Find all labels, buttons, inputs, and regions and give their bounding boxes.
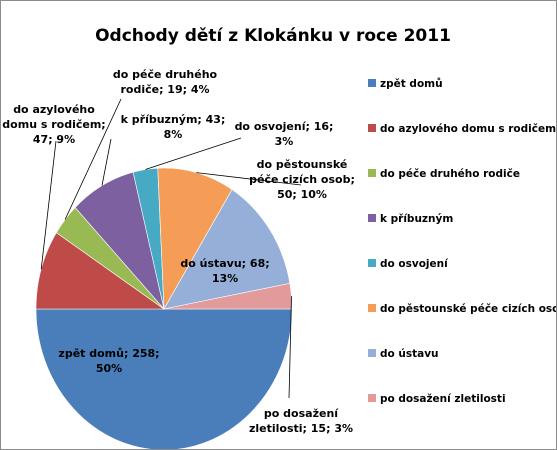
leader-line-do-pestounske-pece-cizich-osob xyxy=(196,172,302,186)
legend-swatch-zpet-domu xyxy=(368,79,376,87)
data-label-k-pribuznym: k příbuzným; 43; 8% xyxy=(121,113,226,141)
leader-line-do-osvojeni xyxy=(145,137,242,170)
legend-label-zpet-domu: zpět domů xyxy=(380,77,443,90)
data-label-do-osvojeni: do osvojení; 16; 3% xyxy=(235,120,334,148)
leader-line-do-azyloveho-domu-s-rodicem xyxy=(40,140,57,270)
legend-label-do-ustavu: do ústavu xyxy=(380,348,439,360)
legend-swatch-do-ustavu xyxy=(368,349,376,357)
data-label-zpet-domu: zpět domů; 258; 50% xyxy=(58,347,159,375)
legend: zpět domů do azylového domu s rodičem do p… xyxy=(368,77,556,405)
data-label-do-azyloveho-domu-s-rodicem: do azylového domu s rodičem; 47; 9% xyxy=(2,103,105,146)
leader-lines xyxy=(40,98,302,399)
legend-swatch-do-pece-druheho-rodice xyxy=(368,169,376,177)
chart-title: Odchody dětí z Klokánku v roce 2011 xyxy=(95,26,451,46)
pie-slice-do-pestounske-pece-cizich-osob xyxy=(157,167,233,311)
data-labels: zpět domů; 258; 50% do azylového domu s rod… xyxy=(2,68,355,435)
leader-line-po-dosazeni-zletilosti xyxy=(288,296,292,399)
legend-swatch-do-osvojeni xyxy=(368,259,376,267)
leader-line-do-pece-druheho-rodice xyxy=(64,98,122,220)
legend-label-po-dosazeni-zletilosti: po dosažení zletilosti xyxy=(380,393,506,405)
pie-slice-do-ustavu xyxy=(163,189,291,310)
data-label-do-pece-druheho-rodice: do péče druhého rodiče; 19; 4% xyxy=(113,68,218,96)
legend-swatch-po-dosazeni-zletilosti xyxy=(368,394,376,402)
legend-label-do-pece-druheho-rodice: do péče druhého rodiče xyxy=(380,168,520,180)
data-label-do-ustavu: do ústavu; 68; 13% xyxy=(180,257,269,285)
pie-slice-zpet-domu xyxy=(35,308,293,449)
data-label-do-pestounske-pece-cizich-osob: do pěstounské péče cizích osob; 50; 10% xyxy=(249,158,355,201)
leader-line-k-pribuznym xyxy=(101,138,112,186)
legend-label-k-pribuznym: k příbuzným xyxy=(380,213,453,225)
pie-slice-do-azyloveho-domu-s-rodicem xyxy=(35,232,165,310)
legend-label-do-osvojeni: do osvojení xyxy=(380,258,449,270)
pie-slices xyxy=(35,167,293,449)
data-label-po-dosazeni-zletilosti: po dosažení zletilosti; 15; 3% xyxy=(249,407,353,435)
legend-swatch-do-pestounske-pece-cizich-osob xyxy=(368,304,376,312)
legend-label-do-pestounske-pece-cizich-osob: do pěstounské péče cizích osob xyxy=(380,303,556,315)
legend-swatch-do-azyloveho-domu-s-rodicem xyxy=(368,124,376,132)
legend-label-do-azyloveho-domu-s-rodicem: do azylového domu s rodičem xyxy=(380,123,556,135)
legend-swatch-k-pribuznym xyxy=(368,214,376,222)
